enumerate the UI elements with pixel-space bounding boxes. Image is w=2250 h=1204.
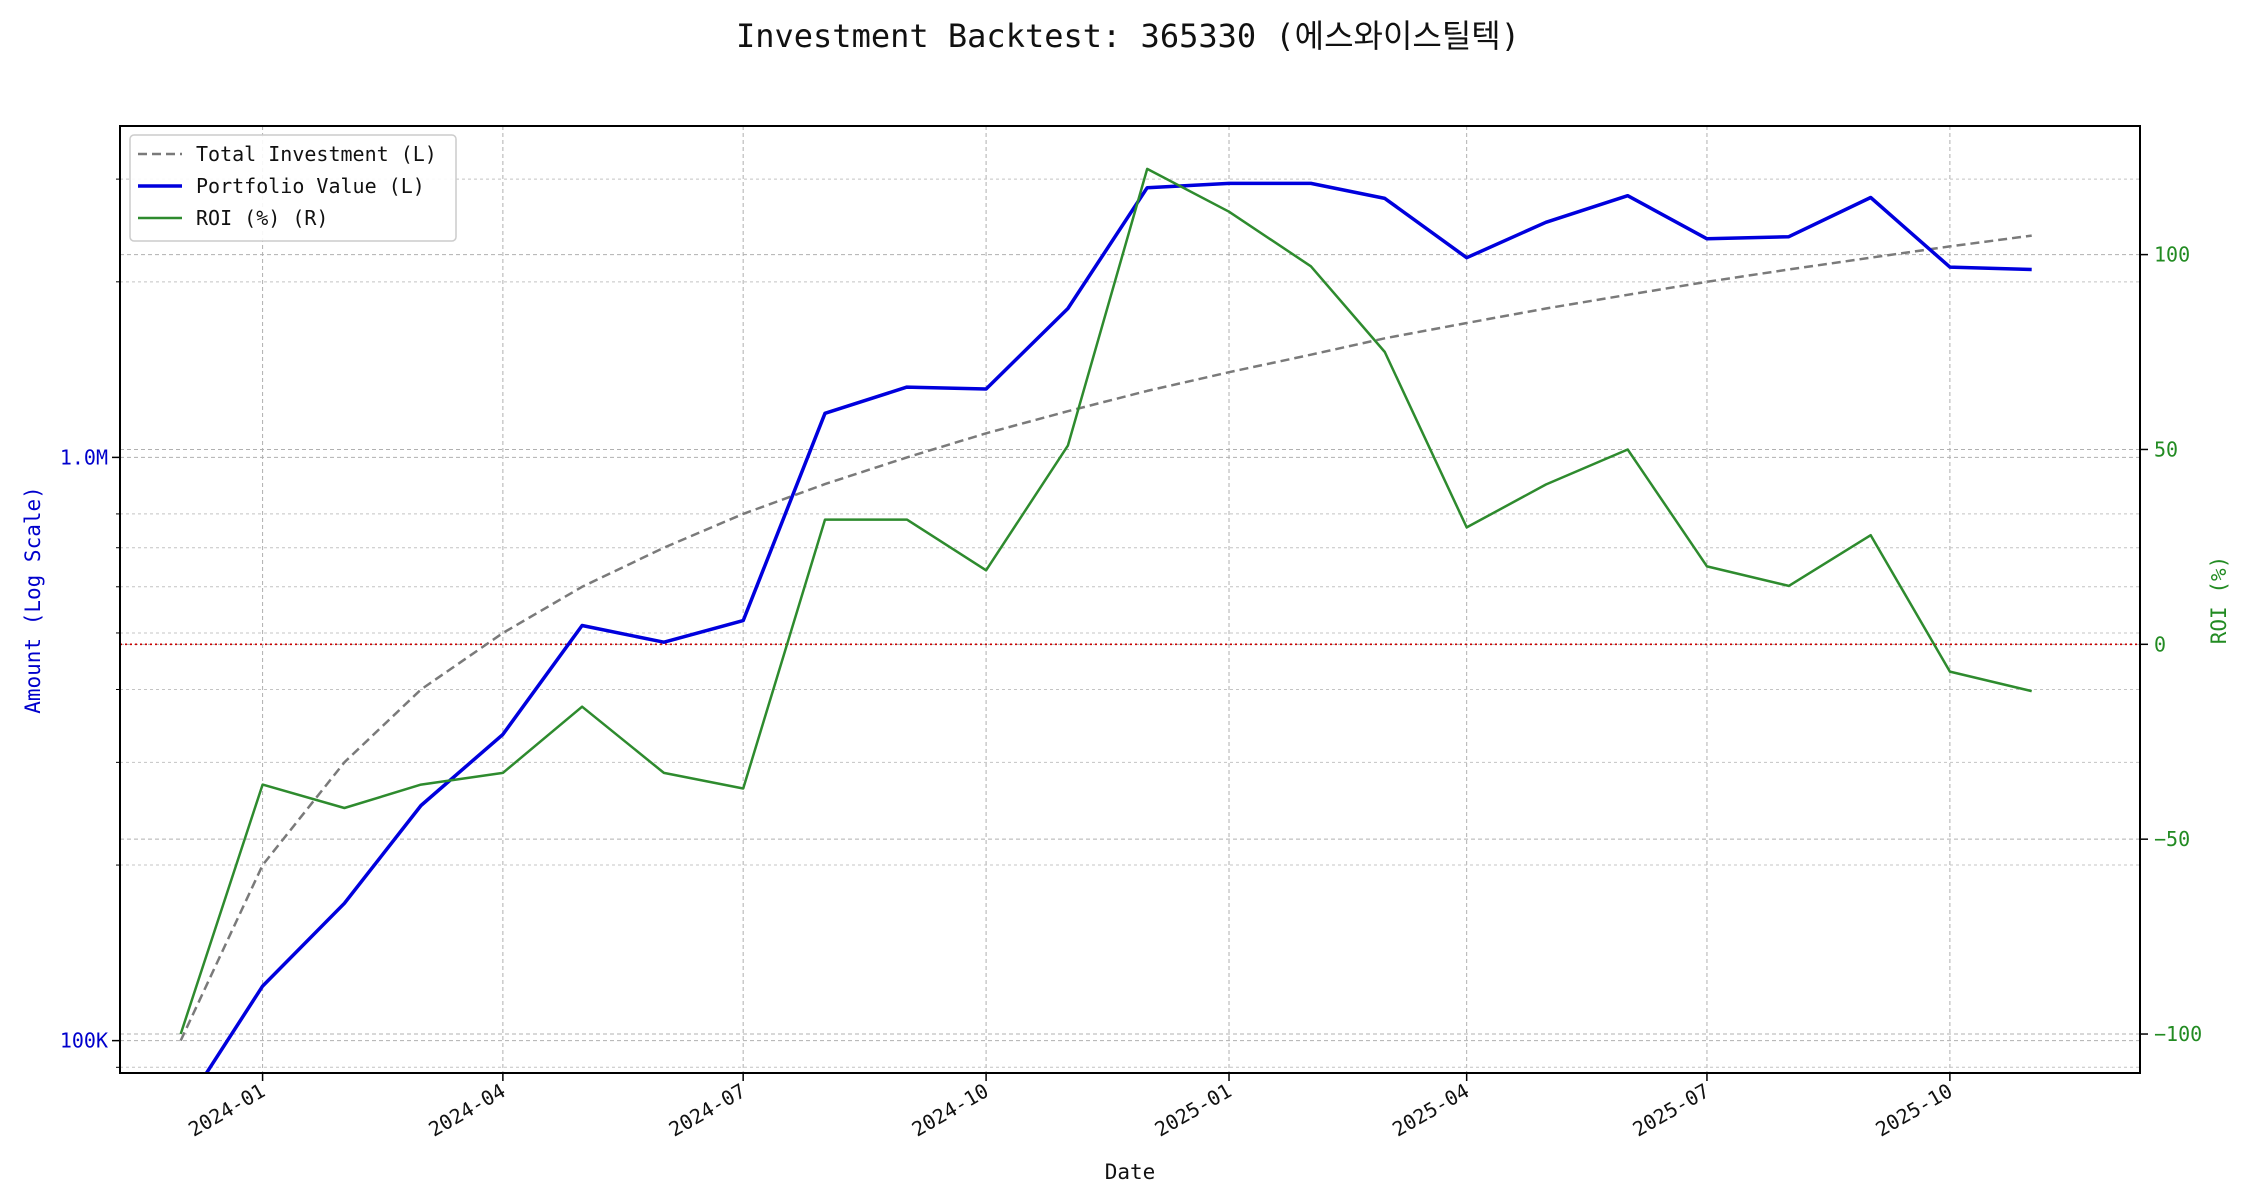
y-left-tick-label: 100K [60,1029,108,1053]
y-axis-right-label: ROI (%) [2207,556,2231,645]
y-right-tick-label: 50 [2154,437,2178,461]
chart-title: Investment Backtest: 365330 (에스와이스틸텍) [736,17,1520,55]
y-right-tick-label: −100 [2154,1022,2202,1046]
x-axis-label: Date [1105,1160,1156,1184]
legend: Total Investment (L) Portfolio Value (L)… [129,134,457,242]
y-left-tick-label: 1.0M [60,445,108,469]
legend-label-total-investment: Total Investment (L) [196,142,437,166]
y-right-tick-label: 0 [2154,632,2166,656]
roi-line [179,167,2032,1035]
series-lines [179,167,2032,1073]
legend-label-portfolio-value: Portfolio Value (L) [196,174,425,198]
y-right-tick-label: −50 [2154,827,2190,851]
plot-frame [119,125,2141,1074]
legend-label-roi: ROI (%) (R) [196,206,328,230]
y-right-tick-label: 100 [2154,243,2190,267]
y-axis-left-label: Amount (Log Scale) [21,486,45,714]
total-investment-line [179,234,2032,1042]
portfolio-value-line [204,181,2032,1073]
legend-box [129,134,457,242]
